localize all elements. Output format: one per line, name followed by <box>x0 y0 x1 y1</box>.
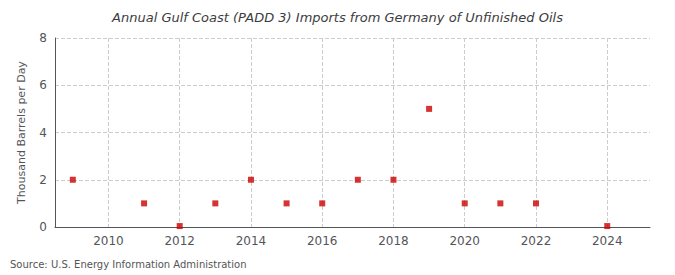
svg-text:2016: 2016 <box>307 234 338 248</box>
svg-text:0: 0 <box>39 220 47 234</box>
svg-text:2024: 2024 <box>592 234 623 248</box>
svg-text:Source: U.S. Energy Informatio: Source: U.S. Energy Information Administ… <box>10 259 247 270</box>
svg-text:8: 8 <box>39 31 47 45</box>
svg-text:2018: 2018 <box>378 234 409 248</box>
svg-text:Thousand Barrels per Day: Thousand Barrels per Day <box>15 61 28 205</box>
svg-text:2022: 2022 <box>521 234 552 248</box>
svg-text:Annual Gulf Coast (PADD 3) Imp: Annual Gulf Coast (PADD 3) Imports from … <box>111 10 563 25</box>
svg-text:4: 4 <box>39 126 47 140</box>
svg-text:6: 6 <box>39 78 47 92</box>
svg-text:2014: 2014 <box>236 234 267 248</box>
svg-text:2012: 2012 <box>164 234 195 248</box>
svg-text:2: 2 <box>39 173 47 187</box>
svg-text:2020: 2020 <box>449 234 480 248</box>
svg-text:2010: 2010 <box>93 234 124 248</box>
